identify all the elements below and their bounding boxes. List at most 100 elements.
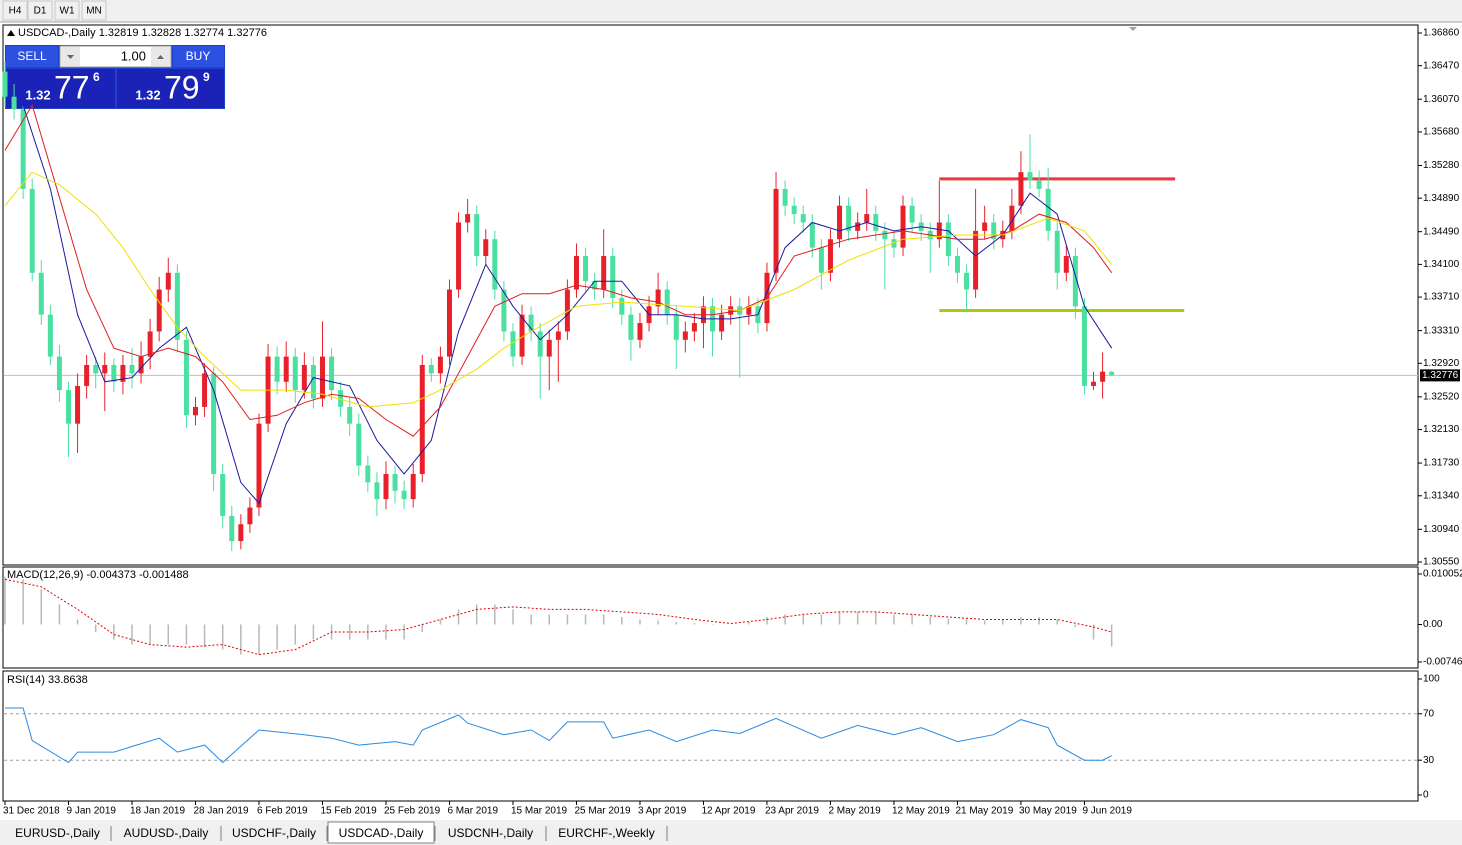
- candle-body: [165, 272, 171, 290]
- tab-label[interactable]: USDCNH-,Daily: [448, 826, 533, 840]
- moving-average: [4, 103, 1113, 437]
- candle-body: [991, 222, 997, 240]
- y-tick-label: 1.36470: [1423, 60, 1460, 71]
- indicator-name: MACD(12,26,9): [7, 569, 83, 581]
- candle-body: [809, 222, 815, 248]
- candle-body: [964, 272, 970, 290]
- y-tick-label: 1.33310: [1423, 325, 1460, 336]
- collapse-icon[interactable]: [7, 30, 15, 36]
- y-tick-label: 1.34490: [1423, 226, 1460, 237]
- candle-body: [855, 222, 861, 231]
- candle-body: [129, 364, 135, 374]
- candle-body: [510, 331, 516, 357]
- y-tick-label: 0.010052: [1423, 569, 1462, 580]
- sell-button[interactable]: [6, 46, 58, 67]
- ask-box[interactable]: [117, 69, 224, 108]
- candle-body: [800, 214, 806, 223]
- candle-body: [1045, 188, 1051, 231]
- y-tick-label: 1.33710: [1423, 292, 1460, 303]
- tab-label[interactable]: EURCHF-,Weekly: [558, 826, 654, 840]
- y-tick-label: 1.34100: [1423, 259, 1460, 270]
- candle-body: [501, 289, 507, 332]
- macd-header: MACD(12,26,9) -0.004373 -0.001488: [7, 569, 189, 581]
- x-tick-label: 15 Feb 2019: [320, 806, 377, 817]
- buy-button[interactable]: [173, 46, 224, 67]
- buy-label[interactable]: BUY: [186, 49, 211, 63]
- candle-body: [374, 482, 380, 500]
- candle-body: [211, 373, 217, 474]
- timeframe-label[interactable]: MN: [86, 6, 102, 17]
- tab[interactable]: [547, 824, 666, 843]
- candle-body: [1036, 180, 1042, 189]
- candle-body: [20, 109, 26, 189]
- tab[interactable]: [222, 824, 326, 843]
- rsi-panel: [2, 670, 1419, 802]
- candle-body: [301, 364, 307, 391]
- x-tick-label: 9 Jan 2019: [66, 806, 116, 817]
- x-tick-label: 6 Mar 2019: [447, 806, 498, 817]
- y-tick-label: 1.30550: [1423, 557, 1460, 568]
- bid-box[interactable]: [6, 69, 115, 108]
- candle-body: [192, 406, 198, 416]
- candle-body: [365, 465, 371, 483]
- chart-header: USDCAD-,Daily 1.32819 1.32828 1.32774 1.…: [18, 27, 267, 39]
- x-tick-label: 12 May 2019: [892, 806, 950, 817]
- candle-body: [75, 385, 81, 424]
- tab[interactable]: [5, 824, 110, 843]
- candle-body: [873, 214, 879, 231]
- candle-body: [564, 289, 570, 332]
- y-tick-label: 1.30940: [1423, 524, 1460, 535]
- y-tick-label: 1.32130: [1423, 424, 1460, 435]
- candle-body: [537, 331, 543, 357]
- sell-label[interactable]: SELL: [17, 49, 47, 63]
- candle-body: [827, 239, 833, 273]
- x-tick-label: 25 Feb 2019: [384, 806, 441, 817]
- ohlc-value: 1.32774: [184, 27, 224, 39]
- timeframe-button[interactable]: [27, 0, 53, 21]
- candle-body: [773, 188, 779, 273]
- active-tab[interactable]: [327, 821, 435, 844]
- candle-body: [691, 323, 697, 332]
- candle-body: [619, 297, 625, 315]
- candle-body: [746, 306, 752, 315]
- candle-body: [954, 256, 960, 273]
- tab-label[interactable]: EURUSD-,Daily: [15, 826, 100, 840]
- tab-label[interactable]: USDCAD-,Daily: [339, 826, 424, 840]
- timeframe-button[interactable]: [81, 0, 107, 21]
- down-arrow: [67, 55, 74, 59]
- candle-body: [483, 239, 489, 257]
- candle-body: [111, 364, 117, 382]
- bid-pips: 77: [54, 69, 90, 105]
- rsi-header: RSI(14) 33.8638: [7, 674, 88, 686]
- rsi-line: [5, 707, 1112, 764]
- tab-label[interactable]: AUDUSD-,Daily: [124, 826, 209, 840]
- candle-body: [202, 373, 208, 407]
- up-arrow: [157, 55, 164, 59]
- y-tick-label: 30: [1423, 755, 1435, 766]
- candle-body: [428, 364, 434, 374]
- tab-label[interactable]: USDCHF-,Daily: [232, 826, 316, 840]
- candle-body: [183, 339, 189, 416]
- timeframe-button[interactable]: [2, 0, 28, 21]
- timeframe-button[interactable]: [54, 0, 80, 21]
- candle-body: [274, 356, 280, 382]
- y-tick-label: 1.32920: [1423, 358, 1460, 369]
- lot-input[interactable]: [59, 45, 172, 68]
- candle-body: [628, 314, 634, 340]
- candle-body: [401, 490, 407, 500]
- x-tick-label: 21 May 2019: [955, 806, 1013, 817]
- x-tick-label: 12 Apr 2019: [701, 806, 755, 817]
- tab[interactable]: [112, 824, 220, 843]
- timeframe-label[interactable]: H4: [9, 6, 22, 17]
- timeframe-label[interactable]: W1: [60, 6, 75, 17]
- candle-body: [56, 356, 62, 391]
- candle-body: [446, 289, 452, 357]
- ask-big: 1.32: [135, 87, 160, 102]
- lot-value[interactable]: 1.00: [121, 48, 146, 63]
- candle-body: [292, 356, 298, 391]
- timeframe-label[interactable]: D1: [34, 6, 47, 17]
- tab[interactable]: [436, 824, 545, 843]
- candle-body: [93, 364, 99, 374]
- candle-body: [1009, 205, 1015, 231]
- y-tick-label: 1.36070: [1423, 94, 1460, 105]
